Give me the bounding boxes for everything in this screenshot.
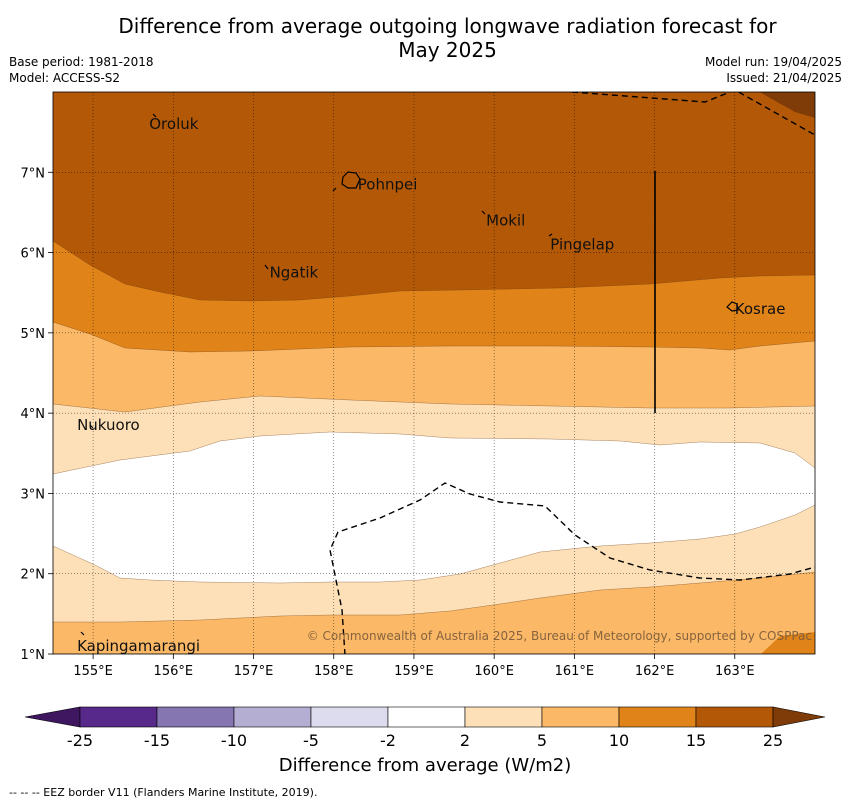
- colorbar-min-extension: [24, 706, 81, 728]
- lon-tick-label: 157°E: [234, 664, 274, 679]
- title-line-2: May 2025: [398, 38, 497, 62]
- map-area: Oroluk Pohnpei Mokil Pingelap Ngatik Kosrae Nu…: [53, 92, 815, 655]
- lat-tick-label: 1°N: [21, 648, 46, 663]
- colorbar-swatch: [387, 706, 466, 728]
- eez-border-south: [329, 482, 815, 654]
- title-line-1: Difference from average outgoing longwav…: [118, 14, 777, 38]
- colorbar-swatch: [79, 706, 158, 728]
- mokil-atoll: [481, 210, 486, 215]
- colorbar-swatch: [618, 706, 697, 728]
- nukuoro-atoll: [89, 424, 94, 429]
- colorbar-tick-label: -10: [221, 731, 247, 750]
- copyright-text: © Commonwealth of Australia 2025, Bureau…: [307, 629, 812, 643]
- place-label-kosrae: Kosrae: [735, 300, 786, 318]
- colorbar-max-extension: [772, 706, 826, 728]
- band-5-10-lower: [53, 572, 815, 654]
- lon-tick-label: 161°E: [555, 664, 595, 679]
- colorbar: -25 -15 -10 -5 -2 2 5 10 15 25: [24, 706, 826, 750]
- map-frame: [52, 91, 816, 655]
- pohnpei-outline: [341, 171, 361, 189]
- band-neutral: [53, 432, 815, 583]
- band-10-15-lower: [761, 632, 815, 654]
- pingelap-atoll: [548, 233, 553, 237]
- eez-border-north: [571, 92, 815, 136]
- colorbar-tick-label: 10: [609, 731, 629, 750]
- lon-tick-label: 155°E: [73, 664, 113, 679]
- lon-tick-label: 159°E: [394, 664, 434, 679]
- eez-footnote: -- -- -- EEZ border V11 (Flanders Marine…: [9, 786, 318, 799]
- axis-ticks: 155°E 156°E 157°E 158°E 159°E 160°E 161°E 162°E…: [21, 166, 755, 679]
- colorbar-swatch: [464, 706, 543, 728]
- oroluk-atoll: [152, 113, 157, 118]
- place-label-pingelap: Pingelap: [550, 236, 614, 254]
- chart-title: Difference from average outgoing longwav…: [40, 14, 850, 62]
- place-label-mokil: Mokil: [486, 211, 525, 229]
- kapingamarangi-atoll: [80, 631, 85, 636]
- place-label-ngatik: Ngatik: [270, 264, 319, 282]
- colorbar-swatch: [310, 706, 389, 728]
- model-run: Model run: 19/04/2025: [704, 55, 842, 69]
- lon-tick-label: 162°E: [635, 664, 675, 679]
- place-label-nukuoro: Nukuoro: [77, 416, 140, 434]
- lon-tick-label: 160°E: [474, 664, 514, 679]
- model-name: Model: ACCESS-S2: [9, 71, 121, 85]
- lat-tick-label: 2°N: [21, 568, 46, 583]
- lon-tick-label: 163°E: [715, 664, 755, 679]
- colorbar-swatch: [156, 706, 235, 728]
- meta-right: Model run: 19/04/2025 Issued: 21/04/2025: [705, 54, 842, 86]
- lat-tick-label: 7°N: [21, 166, 46, 181]
- base-period: Base period: 1981-2018: [9, 55, 154, 69]
- colorbar-tick-label: -5: [303, 731, 319, 750]
- lat-tick-label: 5°N: [21, 327, 46, 342]
- colorbar-tick-label: 25: [763, 731, 783, 750]
- colorbar-tick-label: -2: [380, 731, 396, 750]
- meta-left: Base period: 1981-2018 Model: ACCESS-S2: [9, 54, 154, 86]
- ngatik-atoll: [264, 264, 269, 270]
- place-label-pohnpei: Pohnpei: [358, 175, 418, 193]
- lat-tick-label: 3°N: [21, 487, 46, 502]
- pohnpei-islet: [332, 187, 337, 192]
- place-labels: Oroluk Pohnpei Mokil Pingelap Ngatik Kosrae Nu…: [77, 115, 786, 655]
- place-label-kapingamarangi: Kapingamarangi: [77, 637, 200, 655]
- colorbar-swatch: [695, 706, 774, 728]
- lat-tick-label: 4°N: [21, 407, 46, 422]
- kosrae-outline: [726, 301, 739, 312]
- colorbar-tick-label: 5: [537, 731, 547, 750]
- island-outlines: [80, 113, 739, 636]
- band-15-25: [53, 92, 815, 301]
- lat-tick-label: 6°N: [21, 247, 46, 262]
- colorbar-tick-label: -15: [144, 731, 170, 750]
- band-above-25: [760, 92, 815, 118]
- colorbar-tick-label: 15: [686, 731, 706, 750]
- colorbar-swatch: [541, 706, 620, 728]
- place-label-oroluk: Oroluk: [149, 115, 198, 133]
- graticule: [53, 92, 815, 654]
- colorbar-label: Difference from average (W/m2): [278, 755, 572, 776]
- lon-tick-label: 158°E: [314, 664, 354, 679]
- colorbar-tick-label: 2: [460, 731, 470, 750]
- colorbar-tick-label: -25: [67, 731, 93, 750]
- eez-borders: [329, 92, 815, 654]
- issued-date: Issued: 21/04/2025: [726, 71, 842, 85]
- colorbar-swatch: [233, 706, 312, 728]
- lon-tick-label: 156°E: [154, 664, 194, 679]
